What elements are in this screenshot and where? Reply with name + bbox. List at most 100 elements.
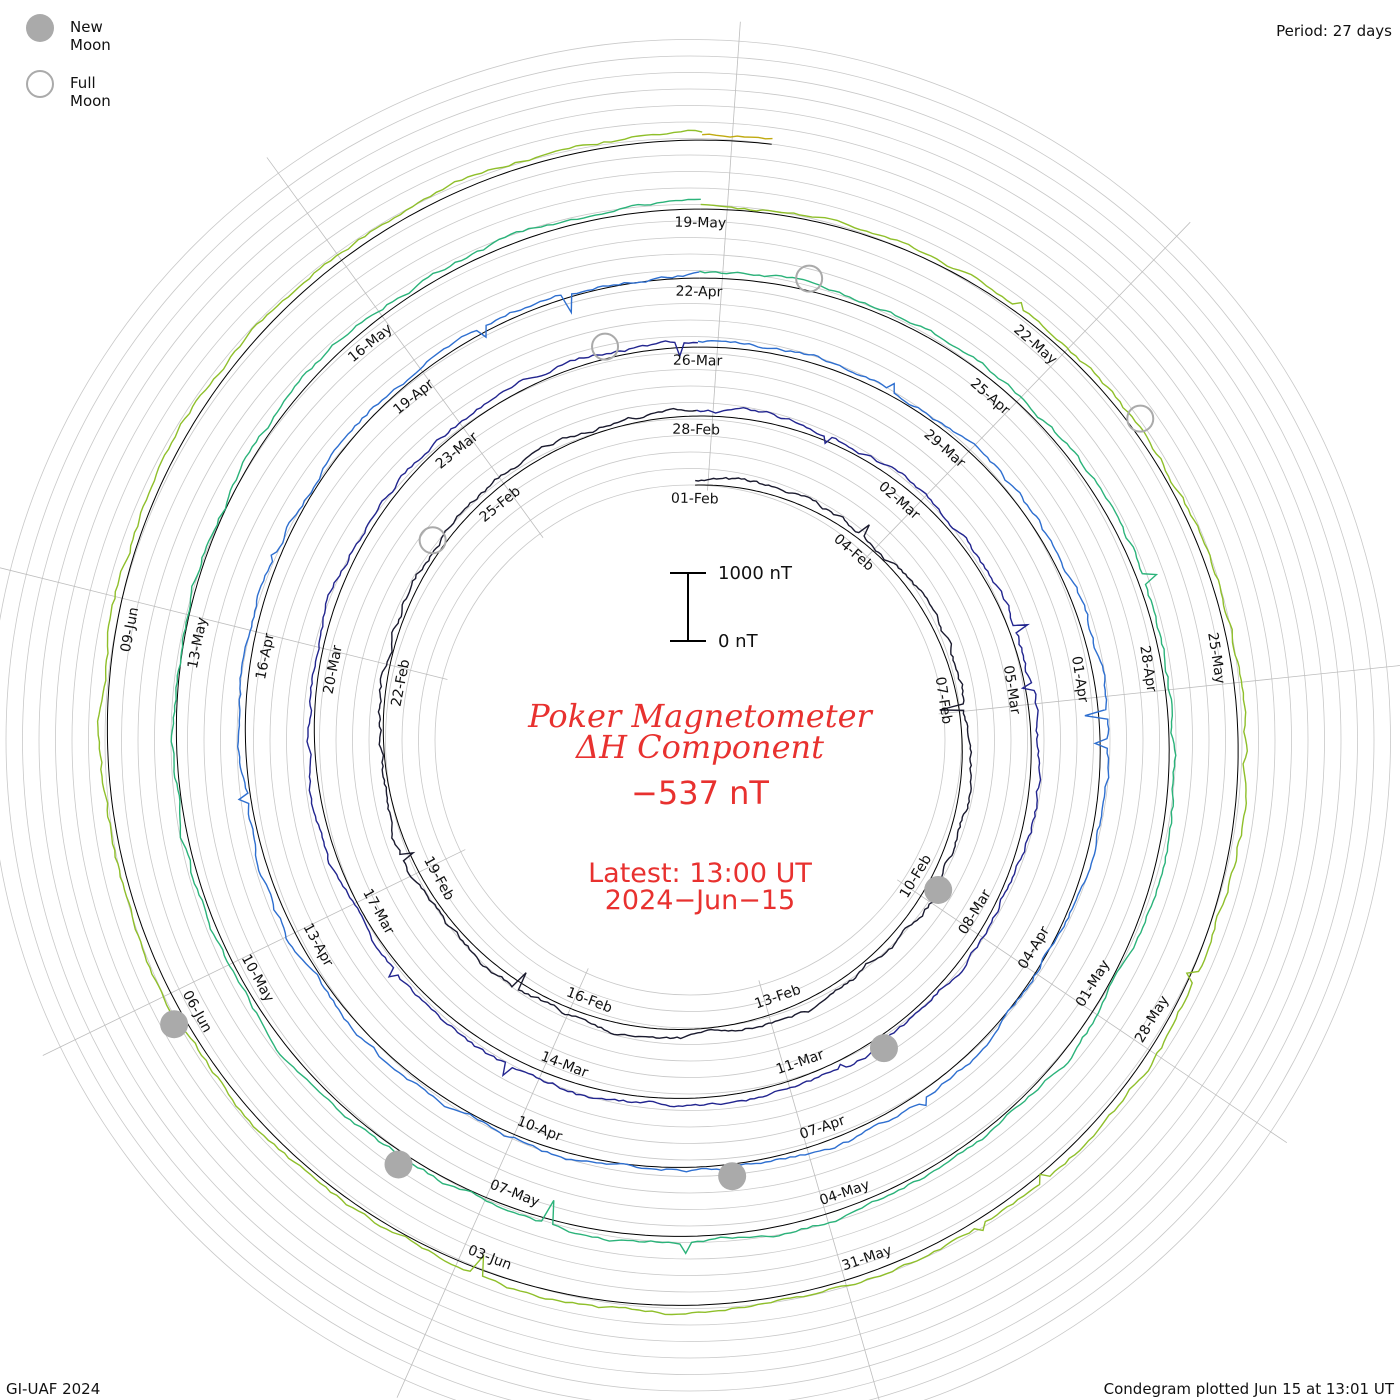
date-label: 04-Feb: [830, 531, 877, 574]
date-label: 20-Mar: [321, 644, 346, 696]
full-moon-marker: [591, 332, 620, 361]
period-label: Period: 27 days: [1276, 22, 1392, 40]
grid-ring: [236, 286, 1144, 1194]
latest-date: 2024−Jun−15: [604, 885, 796, 916]
date-label: 25-Apr: [967, 375, 1013, 418]
chart-title-line1: Poker Magnetometer: [528, 697, 872, 735]
grid-ring: [352, 402, 1028, 1078]
date-label: 26-Mar: [673, 353, 723, 370]
trace-turn-6: [702, 133, 773, 140]
date-label: 09-Jun: [118, 606, 142, 654]
spoke-grid: [0, 21, 1400, 1400]
new-moon-marker: [384, 1150, 413, 1179]
new-moon-marker: [869, 1034, 898, 1063]
grid-ring: [434, 484, 946, 996]
grid-ring: [22, 72, 1358, 1400]
new-moon-icon: [26, 14, 54, 42]
grid-spoke: [266, 157, 544, 538]
grid-ring: [335, 385, 1045, 1095]
grid-ring: [269, 319, 1111, 1161]
date-label: 17-Mar: [359, 886, 397, 937]
date-label: 10-May: [238, 952, 277, 1005]
grid-spoke: [396, 968, 589, 1398]
date-label: 13-May: [185, 616, 211, 670]
baseline-turn-2: [313, 346, 1032, 1099]
grid-ring: [137, 187, 1243, 1293]
trace-turn-2: [306, 340, 1042, 1108]
date-label: 01-Feb: [671, 491, 719, 508]
trace-turn-4: [170, 198, 1177, 1255]
baseline-turn-4: [175, 208, 1170, 1237]
date-label: 25-May: [1204, 631, 1228, 685]
trace-turn-5: [96, 129, 1249, 1316]
grid-ring: [368, 418, 1012, 1062]
grid-ring: [5, 55, 1375, 1400]
scale-top-label: 1000 nT: [718, 563, 792, 584]
plotted-timestamp: Condegram plotted Jun 15 at 13:01 UT: [1103, 1380, 1394, 1398]
baseline-turn-5: [106, 139, 1239, 1306]
trace-turn-3: [236, 271, 1110, 1173]
date-label: 19-May: [674, 215, 726, 232]
grid-ring: [418, 468, 962, 1012]
grid-ring: [71, 121, 1309, 1359]
scale-bar: [670, 572, 706, 642]
date-label: 04-Apr: [1015, 924, 1053, 973]
date-label: 28-Feb: [672, 422, 720, 439]
grid-ring: [55, 105, 1325, 1375]
date-label: 23-Mar: [433, 429, 482, 473]
baseline-turn-6: [701, 139, 772, 145]
date-label: 10-Apr: [515, 1113, 565, 1145]
grid-spoke: [897, 879, 1288, 1144]
grid-ring: [203, 253, 1177, 1227]
grid-spoke: [42, 849, 466, 1056]
legend-new-moon-label: New Moon: [70, 18, 111, 54]
full-moon-marker: [1126, 404, 1155, 433]
grid-spoke: [938, 665, 1400, 715]
date-label: 16-Feb: [564, 984, 614, 1016]
grid-ring: [187, 237, 1193, 1243]
new-moon-marker: [160, 1010, 189, 1039]
date-label: 25-Feb: [477, 483, 524, 525]
new-moon-marker: [924, 875, 953, 904]
full-moon-marker: [418, 526, 447, 555]
new-moon-marker: [718, 1162, 747, 1191]
ring-grid: [0, 39, 1391, 1400]
grid-spoke: [758, 980, 880, 1400]
grid-ring: [253, 303, 1127, 1177]
date-label: 02-Mar: [875, 479, 923, 524]
date-label: 05-Mar: [1000, 664, 1023, 715]
date-label: 19-Apr: [391, 376, 438, 418]
grid-ring: [302, 352, 1078, 1128]
current-value: −537 nT: [631, 774, 769, 812]
grid-ring: [0, 39, 1391, 1400]
grid-ring: [121, 171, 1259, 1309]
baseline-turn-3: [244, 277, 1101, 1168]
moon-markers: [160, 264, 1155, 1191]
legend-full-moon-label: Full Moon: [70, 74, 111, 110]
credit: GI-UAF 2024: [6, 1380, 101, 1398]
latest-time: Latest: 13:00 UT: [588, 858, 812, 889]
grid-spoke: [0, 567, 448, 680]
date-label: 31-May: [840, 1242, 894, 1274]
scale-bottom-label: 0 nT: [718, 631, 758, 652]
grid-spoke: [863, 221, 1191, 561]
full-moon-icon: [26, 70, 54, 98]
traces: [96, 129, 1249, 1316]
grid-ring: [154, 204, 1226, 1276]
date-label: 11-Mar: [774, 1047, 826, 1078]
grid-ring: [385, 435, 995, 1045]
chart-title-line2: ΔH Component: [575, 728, 825, 766]
date-label: 22-Apr: [675, 284, 722, 301]
grid-ring: [319, 369, 1061, 1111]
grid-ring: [220, 270, 1160, 1210]
baseline-turn-1: [382, 415, 963, 1030]
date-label: 16-Apr: [253, 632, 278, 681]
date-label: 29-Mar: [921, 427, 969, 472]
grid-ring: [88, 138, 1292, 1342]
grid-ring: [286, 336, 1094, 1144]
date-label: 04-May: [818, 1177, 872, 1209]
grid-ring: [401, 451, 979, 1029]
trace-turn-1: [377, 407, 973, 1040]
baselines: [106, 139, 1239, 1306]
